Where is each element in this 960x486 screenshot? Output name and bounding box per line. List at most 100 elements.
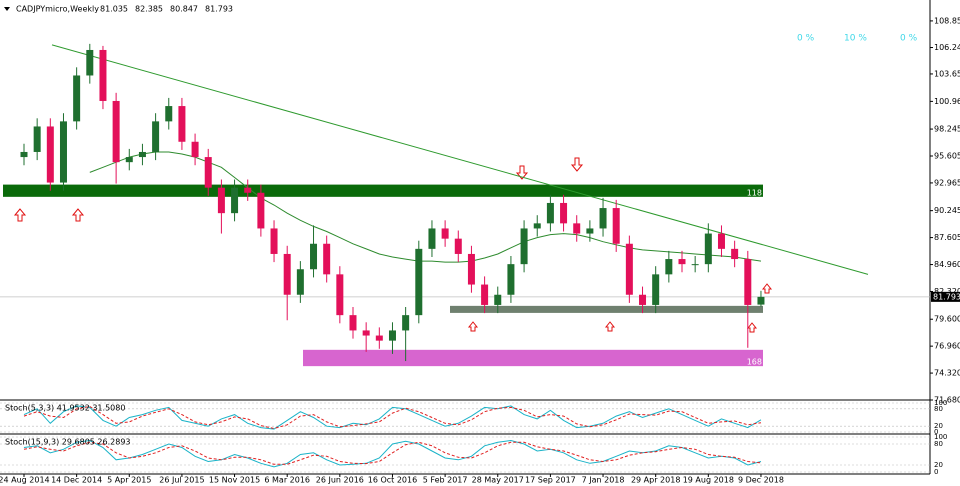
candle-body xyxy=(428,228,436,249)
candle-body xyxy=(691,264,699,266)
y-tick-label: 71.680 xyxy=(934,396,960,405)
candle-body xyxy=(46,126,54,183)
candle-body xyxy=(191,141,199,158)
candle-body xyxy=(165,106,173,122)
indicator-tick-label: 0 xyxy=(934,468,938,476)
candle-body xyxy=(362,330,370,336)
menu-arrow[interactable] xyxy=(4,7,10,11)
percent-label: 0 % xyxy=(797,34,815,44)
indicator-line xyxy=(23,405,762,430)
candle-body xyxy=(283,253,291,295)
y-tick-label: 84.960 xyxy=(934,260,960,269)
candle-body xyxy=(244,187,252,193)
up-arrow xyxy=(746,322,758,333)
candle-body xyxy=(323,243,331,275)
last-price-box xyxy=(931,291,960,302)
candle-body xyxy=(494,294,502,305)
candle-body xyxy=(310,243,318,270)
y-tick-label: 92.965 xyxy=(934,178,960,187)
up-arrow xyxy=(604,321,616,332)
candle-body xyxy=(217,187,225,214)
indicator-tick-label: 20 xyxy=(934,422,943,430)
y-tick-label: 98.245 xyxy=(934,125,960,134)
up-arrow xyxy=(71,208,85,222)
header-value: 80.847 xyxy=(170,5,198,14)
last-price-label: 81.793 xyxy=(933,292,960,301)
x-tick-label: 24 Aug 2014 xyxy=(0,476,50,485)
down-arrow xyxy=(570,157,584,172)
candle-body xyxy=(612,208,620,244)
candle-body xyxy=(388,330,396,341)
indicator-tick-label: 20 xyxy=(934,461,943,469)
arrows xyxy=(13,157,773,333)
x-tick-label: 6 Mar 2016 xyxy=(264,476,310,485)
candle-body xyxy=(599,208,607,229)
candle-body xyxy=(336,274,344,316)
candle-body xyxy=(178,106,186,142)
candle-body xyxy=(296,269,304,295)
moving-average xyxy=(89,151,762,263)
x-tick-label: 5 Feb 2017 xyxy=(423,476,468,485)
candle-body xyxy=(125,157,133,163)
x-tick-label: 29 Apr 2018 xyxy=(631,476,680,485)
up-arrow xyxy=(761,283,773,294)
chart-title: CADJPYmicro,Weekly xyxy=(16,5,99,14)
candle-body xyxy=(59,121,67,183)
x-tick-label: 16 Oct 2016 xyxy=(368,476,417,485)
indicator-title: Stoch(15,9,3) 29.6805 26.2893 xyxy=(5,438,131,447)
down-arrow xyxy=(515,165,529,180)
indicator-line xyxy=(23,405,762,430)
candle-body xyxy=(573,223,581,234)
percent-label: 0 % xyxy=(900,34,918,44)
y-tick-label: 103.65 xyxy=(934,69,960,78)
zone xyxy=(303,349,763,367)
candle-body xyxy=(665,259,673,275)
candle-body xyxy=(112,100,120,163)
candle-body xyxy=(678,259,686,265)
up-arrow xyxy=(13,208,27,222)
x-tick-label: 14 Dec 2014 xyxy=(51,476,102,485)
indicator-tick-label: 80 xyxy=(934,405,943,413)
x-tick-label: 28 May 2017 xyxy=(472,476,524,485)
trendline xyxy=(51,44,869,275)
candle-body xyxy=(402,315,410,331)
candle-body xyxy=(454,238,462,254)
candle-body xyxy=(99,49,107,101)
candle-body xyxy=(231,187,239,214)
x-tick-label: 19 Aug 2018 xyxy=(683,476,734,485)
x-tick-label: 15 Nov 2015 xyxy=(209,476,260,485)
x-tick-label: 7 Jan 2018 xyxy=(582,476,625,485)
candle-body xyxy=(441,228,449,239)
candle-body xyxy=(415,248,423,316)
y-tick-label: 90.245 xyxy=(934,206,960,215)
candle-body xyxy=(270,228,278,254)
x-tick-label: 26 Jul 2015 xyxy=(159,476,204,485)
candle-body xyxy=(73,75,81,122)
candle-body xyxy=(731,248,739,260)
x-tick-label: 26 Jun 2016 xyxy=(316,476,364,485)
candle-body xyxy=(33,126,41,152)
candle-body xyxy=(625,243,633,295)
candle-body xyxy=(507,264,515,295)
candle-body xyxy=(586,228,594,234)
candle-body xyxy=(375,335,383,341)
indicator-tick-label: 80 xyxy=(934,440,943,448)
indicator-title: Stoch(5,3,3) 41.9532 31.5080 xyxy=(5,404,125,413)
indicator-line xyxy=(23,439,762,468)
candle-body xyxy=(204,157,212,188)
y-tick-label: 106.24 xyxy=(934,43,960,52)
header-value: 81.793 xyxy=(205,5,233,14)
indicator-tick-label: 100 xyxy=(934,399,947,407)
zone xyxy=(3,184,763,197)
candle-body xyxy=(20,151,28,158)
candle-body xyxy=(467,253,475,285)
y-tick-label: 76.960 xyxy=(934,342,960,351)
zone-label: 118 xyxy=(747,188,762,197)
candle-body xyxy=(533,223,541,229)
candle-body xyxy=(520,228,528,265)
candle-body xyxy=(138,151,146,158)
y-tick-label: 100.96 xyxy=(934,97,960,106)
candle-body xyxy=(349,315,357,331)
y-tick-label: 79.600 xyxy=(934,315,960,324)
